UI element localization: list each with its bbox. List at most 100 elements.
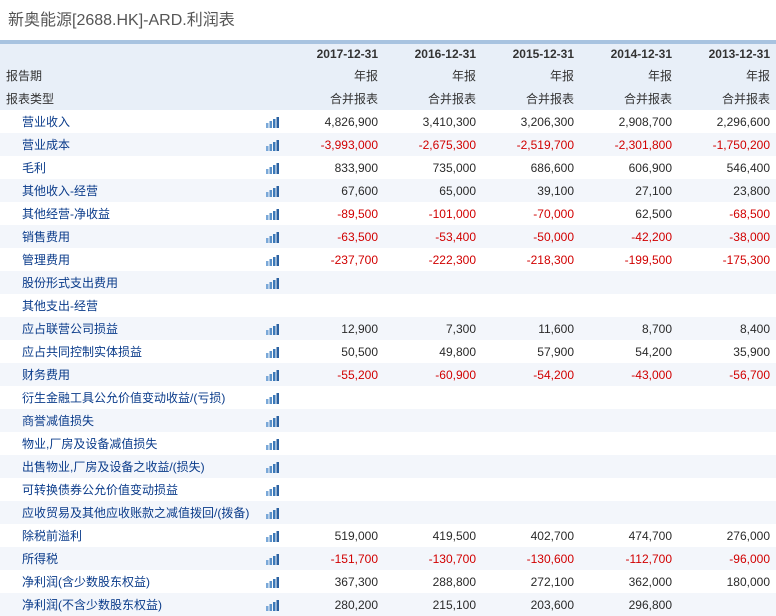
- row-label[interactable]: 衍生金融工具公允价值变动收益/(亏损): [0, 386, 260, 409]
- cell-value: [384, 271, 482, 294]
- cell-value: [482, 409, 580, 432]
- row-label[interactable]: 其他经营-净收益: [0, 202, 260, 225]
- table-row: 物业,厂房及设备减值损失: [0, 432, 776, 455]
- table-row: 出售物业,厂房及设备之收益/(损失): [0, 455, 776, 478]
- table-row: 应占共同控制实体损益50,50049,80057,90054,20035,900: [0, 340, 776, 363]
- cell-value: -63,500: [286, 225, 384, 248]
- row-label[interactable]: 可转换债券公允价值变动损益: [0, 478, 260, 501]
- table-row: 销售费用-63,500-53,400-50,000-42,200-38,000: [0, 225, 776, 248]
- cell-value: [678, 271, 776, 294]
- page-title: 新奥能源[2688.HK]-ARD.利润表: [0, 0, 776, 40]
- cell-value: 8,700: [580, 317, 678, 340]
- chart-icon[interactable]: [260, 110, 286, 133]
- cell-value: [384, 455, 482, 478]
- cell-value: -60,900: [384, 363, 482, 386]
- cell-value: [678, 593, 776, 616]
- cell-value: 50,500: [286, 340, 384, 363]
- chart-icon[interactable]: [260, 133, 286, 156]
- cell-value: -130,700: [384, 547, 482, 570]
- row-label[interactable]: 其他支出-经营: [0, 294, 260, 317]
- cell-value: [482, 455, 580, 478]
- cell-value: 27,100: [580, 179, 678, 202]
- chart-icon[interactable]: [260, 202, 286, 225]
- chart-icon[interactable]: [260, 524, 286, 547]
- chart-icon[interactable]: [260, 317, 286, 340]
- cell-value: 11,600: [482, 317, 580, 340]
- type-row-value: 合并报表: [384, 87, 482, 110]
- chart-icon[interactable]: [260, 156, 286, 179]
- cell-value: -68,500: [678, 202, 776, 225]
- chart-icon[interactable]: [260, 432, 286, 455]
- cell-value: [580, 409, 678, 432]
- col-header: 2015-12-31: [482, 44, 580, 64]
- table-row: 营业成本-3,993,000-2,675,300-2,519,700-2,301…: [0, 133, 776, 156]
- cell-value: [384, 501, 482, 524]
- cell-value: -218,300: [482, 248, 580, 271]
- income-statement-table: 2017-12-312016-12-312015-12-312014-12-31…: [0, 40, 776, 616]
- type-row-value: 合并报表: [482, 87, 580, 110]
- chart-icon[interactable]: [260, 455, 286, 478]
- table-row: 其他收入-经营67,60065,00039,10027,10023,800: [0, 179, 776, 202]
- cell-value: [286, 271, 384, 294]
- chart-icon[interactable]: [260, 271, 286, 294]
- cell-value: 367,300: [286, 570, 384, 593]
- row-label[interactable]: 应占共同控制实体损益: [0, 340, 260, 363]
- cell-value: [384, 386, 482, 409]
- chart-icon[interactable]: [260, 593, 286, 616]
- row-label[interactable]: 销售费用: [0, 225, 260, 248]
- cell-value: 203,600: [482, 593, 580, 616]
- cell-value: -54,200: [482, 363, 580, 386]
- cell-value: [384, 409, 482, 432]
- row-label[interactable]: 营业收入: [0, 110, 260, 133]
- cell-value: [482, 478, 580, 501]
- chart-icon[interactable]: [260, 409, 286, 432]
- col-header: 2013-12-31: [678, 44, 776, 64]
- header-dates: 2017-12-312016-12-312015-12-312014-12-31…: [0, 44, 776, 64]
- row-label[interactable]: 股份形式支出费用: [0, 271, 260, 294]
- cell-value: -42,200: [580, 225, 678, 248]
- chart-icon[interactable]: [260, 547, 286, 570]
- row-label[interactable]: 净利润(不含少数股东权益): [0, 593, 260, 616]
- cell-value: [286, 432, 384, 455]
- chart-icon[interactable]: [260, 570, 286, 593]
- chart-icon[interactable]: [260, 294, 286, 317]
- table-row: 净利润(不含少数股东权益)280,200215,100203,600296,80…: [0, 593, 776, 616]
- cell-value: 49,800: [384, 340, 482, 363]
- row-label[interactable]: 物业,厂房及设备减值损失: [0, 432, 260, 455]
- row-label[interactable]: 管理费用: [0, 248, 260, 271]
- cell-value: [286, 409, 384, 432]
- table-row: 商誉减值损失: [0, 409, 776, 432]
- chart-icon[interactable]: [260, 225, 286, 248]
- chart-icon[interactable]: [260, 248, 286, 271]
- cell-value: -199,500: [580, 248, 678, 271]
- cell-value: [580, 432, 678, 455]
- row-label[interactable]: 应收贸易及其他应收账款之减值拨回/(拨备): [0, 501, 260, 524]
- period-row-value: 年报: [580, 64, 678, 87]
- cell-value: -70,000: [482, 202, 580, 225]
- row-label[interactable]: 应占联营公司损益: [0, 317, 260, 340]
- row-label[interactable]: 商誉减值损失: [0, 409, 260, 432]
- row-label[interactable]: 出售物业,厂房及设备之收益/(损失): [0, 455, 260, 478]
- chart-icon[interactable]: [260, 478, 286, 501]
- cell-value: -2,301,800: [580, 133, 678, 156]
- cell-value: 402,700: [482, 524, 580, 547]
- cell-value: 8,400: [678, 317, 776, 340]
- table-row: 管理费用-237,700-222,300-218,300-199,500-175…: [0, 248, 776, 271]
- chart-icon[interactable]: [260, 363, 286, 386]
- cell-value: 12,900: [286, 317, 384, 340]
- chart-icon[interactable]: [260, 501, 286, 524]
- row-label[interactable]: 营业成本: [0, 133, 260, 156]
- chart-icon[interactable]: [260, 179, 286, 202]
- cell-value: 735,000: [384, 156, 482, 179]
- row-label[interactable]: 毛利: [0, 156, 260, 179]
- row-label[interactable]: 所得税: [0, 547, 260, 570]
- row-label[interactable]: 其他收入-经营: [0, 179, 260, 202]
- chart-icon[interactable]: [260, 340, 286, 363]
- row-label[interactable]: 除税前溢利: [0, 524, 260, 547]
- cell-value: 54,200: [580, 340, 678, 363]
- cell-value: [286, 386, 384, 409]
- cell-value: [482, 386, 580, 409]
- row-label[interactable]: 净利润(含少数股东权益): [0, 570, 260, 593]
- chart-icon[interactable]: [260, 386, 286, 409]
- row-label[interactable]: 财务费用: [0, 363, 260, 386]
